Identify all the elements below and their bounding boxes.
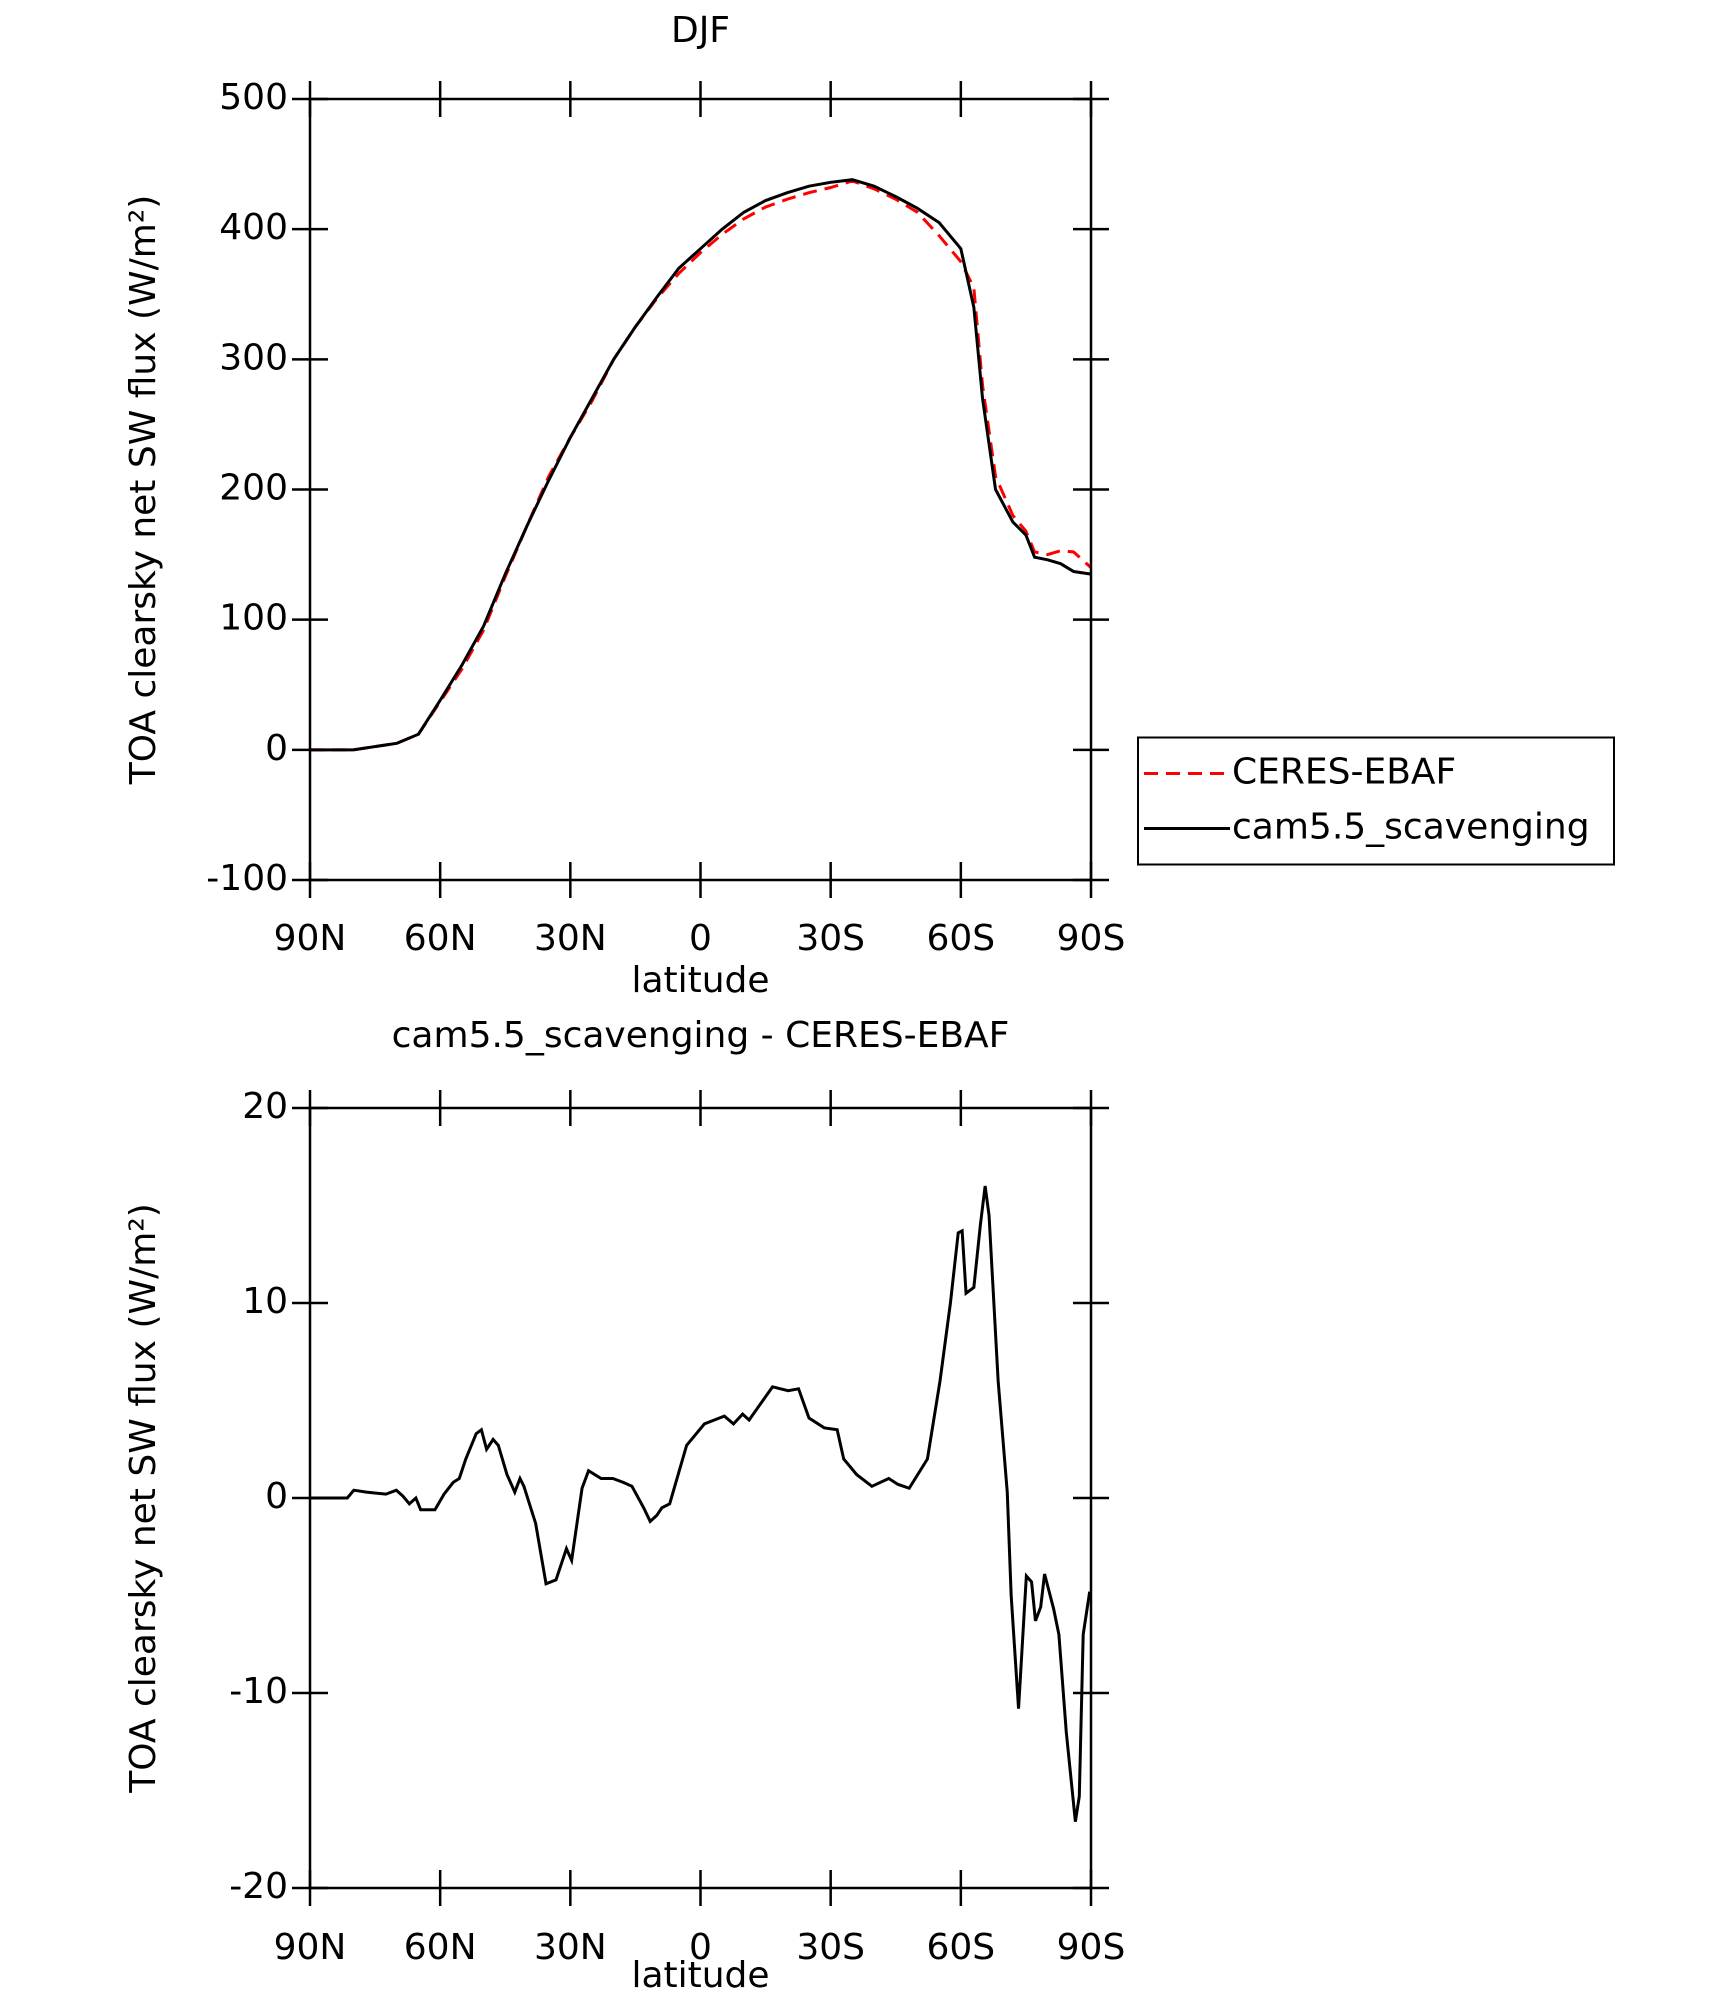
y-axis-label: TOA clearsky net SW flux (W/m²): [123, 1203, 164, 1794]
y-tick-label: 200: [219, 468, 288, 509]
data-line: [310, 178, 1092, 752]
chart-title: cam5.5_scavenging - CERES-EBAF: [392, 1015, 1010, 1056]
y-tick-label: 500: [219, 77, 288, 118]
y-tick-label: -100: [206, 858, 288, 899]
data-line: [310, 179, 1093, 752]
y-tick-label: -10: [229, 1671, 288, 1712]
y-tick-label: 100: [219, 598, 288, 639]
y-tick-label: -20: [229, 1866, 288, 1907]
x-tick-label: 60N: [404, 918, 477, 959]
legend-box: [1137, 736, 1615, 866]
y-tick-label: 400: [219, 207, 288, 248]
data-line: [310, 1185, 1092, 1822]
chart-title: DJF: [671, 10, 730, 51]
x-axis-label: latitude: [631, 1955, 769, 1996]
x-tick-label: 30N: [534, 918, 607, 959]
plot-frame: [308, 97, 1093, 882]
x-tick-label: 60S: [926, 918, 995, 959]
x-axis-label: latitude: [631, 960, 769, 1001]
x-tick-label: 0: [689, 1927, 712, 1968]
legend-label: cam5.5_scavenging: [1232, 807, 1590, 848]
y-tick-label: 300: [219, 337, 288, 378]
x-tick-label: 90N: [274, 918, 347, 959]
legend-label: CERES-EBAF: [1232, 752, 1456, 793]
x-tick-label: 90S: [1057, 918, 1126, 959]
x-tick-label: 0: [689, 918, 712, 959]
x-tick-label: 30N: [534, 1927, 607, 1968]
y-tick-label: 0: [265, 728, 288, 769]
x-tick-label: 90N: [274, 1927, 347, 1968]
y-tick-label: 0: [265, 1476, 288, 1517]
x-tick-label: 60S: [926, 1927, 995, 1968]
y-axis-label: TOA clearsky net SW flux (W/m²): [123, 195, 164, 786]
x-tick-label: 90S: [1057, 1927, 1126, 1968]
plot-frame: [308, 1106, 1093, 1890]
x-tick-label: 30S: [796, 1927, 865, 1968]
y-tick-label: 20: [242, 1086, 288, 1127]
x-tick-label: 30S: [796, 918, 865, 959]
y-tick-label: 10: [242, 1281, 288, 1322]
x-tick-label: 60N: [404, 1927, 477, 1968]
